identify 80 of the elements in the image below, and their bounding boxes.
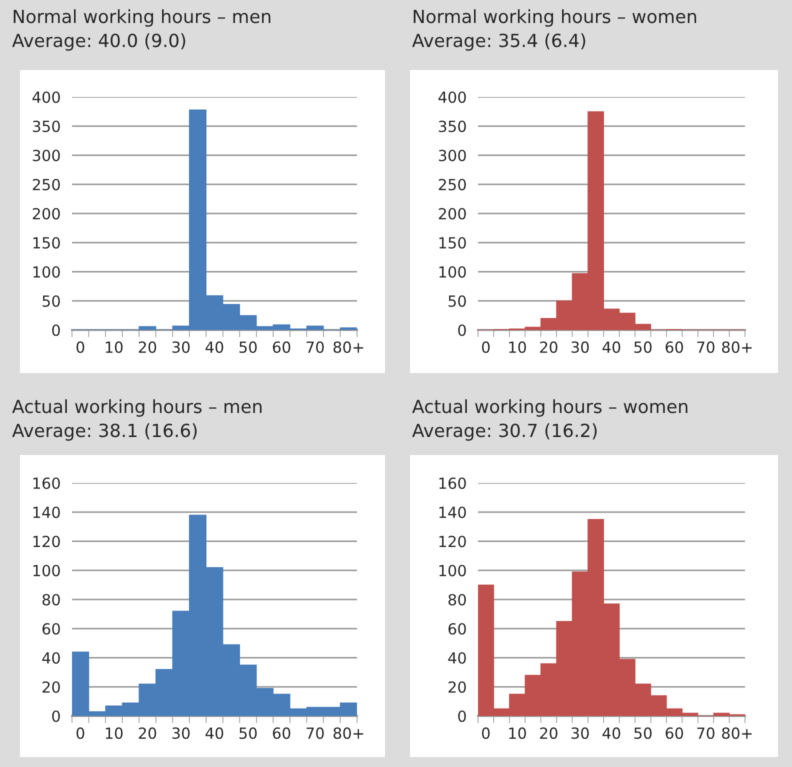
x-tick-label: 30: [572, 341, 589, 353]
y-tick-label: 400: [438, 91, 466, 104]
x-tick-label: 20: [540, 341, 558, 353]
x-tick-label: 30: [172, 341, 190, 353]
y-tick-label: 200: [32, 208, 60, 220]
y-tick-label: 160: [439, 477, 466, 490]
x-tick-label: 0: [482, 727, 490, 739]
x-tick-label: 10: [509, 341, 526, 353]
y-tick-label: 60: [42, 623, 60, 635]
y-tick-label: 100: [33, 266, 60, 278]
x-tick-label: 50: [239, 341, 257, 353]
x-tick-label: 20: [540, 727, 558, 739]
x-tick-label: 10: [509, 727, 526, 739]
x-tick-label: 80+: [334, 341, 364, 353]
y-tick-label: 150: [33, 237, 60, 249]
chart-title: Normal working hours – men: [14, 9, 270, 27]
y-tick-label: 250: [32, 178, 60, 190]
x-tick-label: 70: [306, 727, 324, 739]
y-tick-label: 160: [33, 477, 60, 490]
y-tick-label: 40: [42, 652, 60, 664]
x-tick-label: 80+: [334, 727, 364, 739]
y-tick-label: 250: [438, 178, 466, 190]
x-tick-label: 30: [572, 727, 589, 739]
chart-subtitle: Average: 38.1 (16.6): [12, 423, 197, 441]
x-tick-label: 70: [697, 727, 714, 739]
y-tick-label: 0: [52, 710, 60, 722]
chart-title: Normal working hours – women: [414, 9, 696, 27]
y-tick-label: 120: [33, 536, 60, 548]
y-tick-label: 300: [32, 150, 60, 162]
x-tick-label: 0: [482, 341, 490, 353]
chart-title: Actual working hours – men: [12, 399, 262, 417]
y-tick-label: 0: [52, 324, 60, 336]
x-tick-label: 60: [272, 341, 290, 353]
x-tick-label: 50: [239, 727, 257, 739]
y-tick-label: 120: [439, 536, 466, 548]
x-tick-label: 60: [666, 341, 684, 353]
y-tick-label: 100: [439, 266, 466, 278]
y-tick-label: 100: [439, 564, 466, 576]
x-tick-label: 10: [106, 727, 123, 739]
y-tick-label: 400: [32, 91, 60, 104]
y-tick-label: 140: [33, 506, 60, 518]
x-tick-label: 0: [76, 341, 84, 353]
y-tick-label: 80: [448, 594, 466, 606]
x-tick-label: 60: [666, 727, 684, 739]
x-tick-label: 20: [138, 727, 156, 739]
x-tick-label: 0: [76, 727, 84, 739]
x-tick-label: 30: [172, 727, 190, 739]
x-tick-label: 80+: [722, 341, 752, 353]
x-tick-label: 40: [602, 727, 620, 739]
y-tick-label: 200: [438, 208, 466, 220]
y-tick-label: 20: [448, 681, 466, 693]
x-tick-label: 80+: [722, 727, 752, 739]
x-tick-label: 50: [634, 727, 652, 739]
y-tick-label: 40: [448, 652, 466, 664]
x-tick-label: 10: [106, 341, 123, 353]
y-tick-label: 80: [42, 594, 60, 606]
y-tick-label: 300: [438, 150, 466, 162]
y-tick-label: 50: [42, 295, 60, 307]
x-tick-label: 20: [138, 341, 156, 353]
y-tick-label: 60: [448, 623, 466, 635]
chart-subtitle: Average: 40.0 (9.0): [12, 33, 186, 51]
y-tick-label: 0: [458, 324, 466, 336]
chart-subtitle: Average: 35.4 (6.4): [412, 33, 586, 51]
x-tick-label: 60: [272, 727, 290, 739]
x-tick-label: 70: [306, 341, 324, 353]
y-tick-label: 50: [448, 295, 466, 307]
y-tick-label: 350: [32, 120, 60, 132]
y-tick-label: 20: [42, 681, 60, 693]
y-tick-label: 0: [458, 710, 466, 722]
x-tick-label: 70: [697, 341, 714, 353]
chart-title: Actual working hours – women: [412, 399, 688, 417]
y-tick-label: 100: [33, 564, 60, 576]
y-tick-label: 140: [439, 506, 466, 518]
x-tick-label: 50: [634, 341, 652, 353]
x-tick-label: 40: [602, 341, 620, 353]
chart-subtitle: Average: 30.7 (16.2): [412, 423, 597, 441]
y-tick-label: 350: [438, 120, 466, 132]
y-tick-label: 150: [439, 237, 466, 249]
x-tick-label: 40: [206, 727, 224, 739]
x-tick-label: 40: [206, 341, 224, 353]
